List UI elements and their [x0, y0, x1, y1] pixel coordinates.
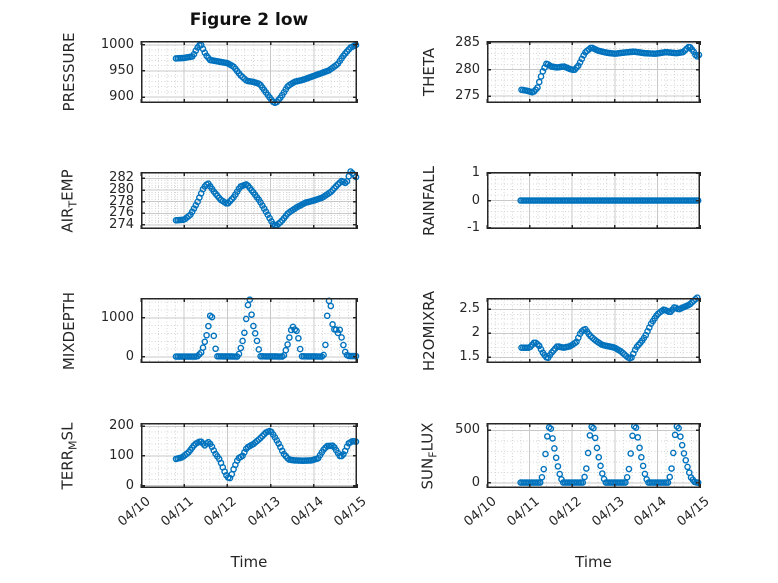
y-axis-label: PRESSURE: [60, 32, 78, 112]
x-tick-label: 04/15: [331, 494, 370, 530]
y-tick-label: 280: [109, 182, 134, 198]
y-tick-label: 280: [455, 61, 480, 77]
y-tick-label: 0: [471, 474, 480, 490]
y-tick-label: 278: [109, 193, 134, 209]
plot-area: [486, 41, 703, 103]
axis-ticks: [486, 423, 701, 488]
y-tick-label: 500: [455, 422, 480, 438]
y-tick-label: 100: [109, 447, 134, 463]
y-axis-label: H2OMIXRA: [420, 290, 438, 371]
axis-ticks: [140, 41, 358, 103]
y-tick-label: 900: [109, 89, 134, 104]
y-tick-label: 282: [109, 170, 134, 186]
grid-major: [141, 423, 357, 488]
x-tick-label: 04/12: [201, 494, 241, 530]
time-axis-label-right: Time: [575, 553, 612, 571]
subplot-sunflux: 0 500 04/10 04/11 04/12 04/13 04/14 04/15 SUNFLU…: [419, 422, 713, 530]
plot-frame: [487, 298, 700, 363]
x-tick-label: 04/14: [631, 494, 671, 530]
grid-minor: [488, 424, 699, 487]
y-axis-label: THETA: [420, 47, 438, 97]
axis-ticks: [140, 298, 358, 363]
y-tick-label: 950: [109, 62, 134, 78]
axis-ticks: [140, 423, 358, 488]
data-markers: [517, 423, 702, 486]
x-tick-label: 04/10: [461, 494, 500, 530]
subplot-airtemp: 274 276 278 280 282 AIRTEMP: [59, 168, 360, 232]
data-markers: [518, 43, 703, 96]
x-tick-label: 04/13: [244, 494, 284, 530]
subplot-terrmsl: 0 100 200 04/10 04/11 04/12 04/13 04/14 04/15 TER…: [59, 418, 370, 529]
y-tick-label: 2: [471, 325, 480, 341]
grid-minor: [142, 424, 356, 487]
x-tick-label: 04/14: [288, 494, 327, 530]
plot-area: [140, 423, 360, 488]
axis-ticks: [486, 41, 701, 103]
x-tick-label: 04/13: [589, 494, 628, 530]
y-tick-label: 200: [109, 418, 134, 434]
y-tick-label: 1: [471, 165, 480, 181]
y-axis-label: SUNFLUX: [418, 422, 440, 489]
data-markers: [172, 168, 360, 229]
x-tick-label: 04/11: [158, 494, 197, 530]
grid-major: [141, 41, 357, 103]
y-axis-label: RAINFALL: [420, 165, 438, 236]
x-tick-label: 04/12: [546, 494, 585, 530]
data-markers: [172, 296, 360, 360]
y-tick-label: 1000: [100, 36, 134, 52]
y-axis-label: TERRMSL: [58, 422, 80, 489]
subplot-theta: 275 280 285 THETA: [420, 35, 703, 103]
axis-ticks: [486, 172, 701, 229]
axis-ticks: [140, 172, 358, 229]
y-axis-label: AIRTEMP: [58, 168, 80, 233]
y-tick-label: 0: [125, 348, 134, 364]
plot-frame: [487, 423, 700, 488]
plot-frame: [141, 41, 357, 103]
figure-title: Figure 2 low: [189, 10, 309, 30]
grid-minor: [142, 299, 356, 362]
subplot-rainfall: -1 0 1 RAINFALL: [420, 165, 702, 235]
plot-frame: [141, 172, 357, 229]
y-tick-label: 1000: [100, 309, 134, 325]
data-markers: [172, 427, 360, 482]
subplot-mixdepth: 0 1000 MIXDEPTH: [60, 291, 360, 370]
data-markers: [517, 197, 702, 204]
plot-frame: [487, 41, 700, 103]
plot-area: [486, 423, 702, 488]
data-markers: [518, 294, 701, 362]
subplot-pressure: 900 950 1000 PRESSURE: [60, 33, 360, 111]
x-tick-label: 04/10: [115, 494, 154, 530]
x-tick-label: 04/11: [503, 494, 543, 530]
y-tick-label: 275: [455, 88, 480, 104]
plot-frame: [141, 298, 357, 363]
plot-area: [140, 168, 360, 229]
y-tick-label: -1: [467, 219, 480, 235]
y-tick-label: 285: [455, 35, 480, 51]
grid-major: [487, 423, 700, 488]
subplot-h2omixra: 1.5 2 2.5 H2OMIXRA: [420, 290, 701, 371]
grid-major: [487, 41, 700, 103]
y-tick-label: 0: [125, 477, 134, 493]
grid-major: [487, 172, 700, 229]
y-tick-label: 276: [109, 205, 134, 221]
y-tick-label: 1.5: [459, 349, 480, 365]
y-tick-label: 0: [471, 192, 480, 208]
plot-area: [486, 294, 701, 363]
grid-major: [487, 298, 700, 363]
data-markers: [172, 41, 360, 107]
plot-area: [486, 172, 702, 229]
x-tick-label: 04/15: [674, 494, 713, 530]
plot-area: [140, 41, 360, 107]
axis-ticks: [486, 298, 701, 363]
y-axis-label: MIXDEPTH: [60, 291, 78, 370]
y-tick-label: 2.5: [459, 301, 480, 317]
time-axis-label-left: Time: [230, 553, 268, 571]
plot-area: [140, 296, 360, 363]
y-tick-label: 274: [109, 216, 134, 232]
